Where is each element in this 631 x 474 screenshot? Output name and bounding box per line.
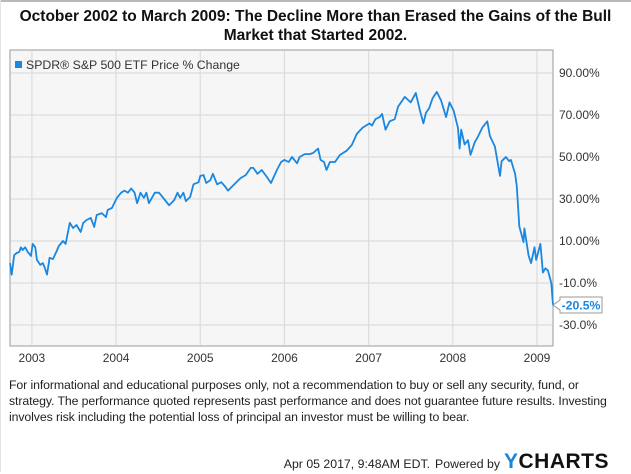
left-border (0, 0, 1, 472)
ycharts-logo-text: CHARTS (518, 450, 609, 473)
chart: 90.00% 70.00% 50.00% 30.00% 10.00% -10.0% -30.… (9, 49, 603, 365)
plot-border (9, 49, 554, 347)
last-value-label: -20.5% (562, 299, 601, 313)
x-tick-label: 2007 (355, 351, 382, 365)
x-tick-label: 2003 (19, 351, 46, 365)
x-axis-labels: 2003 2004 2005 2006 2007 2008 2009 (19, 351, 551, 365)
chart-title-line-2: Market that Started 2002. (223, 27, 408, 44)
x-tick-label: 2006 (271, 351, 298, 365)
grid-horizontal (11, 72, 552, 326)
y-tick-label: 90.00% (559, 66, 600, 80)
disclaimer: For informational and educational purpos… (9, 378, 607, 424)
y-tick-label: -30.0% (559, 318, 597, 332)
last-value-callout: -20.5% (552, 296, 603, 314)
x-tick-label: 2004 (103, 351, 130, 365)
chart-title: October 2002 to March 2009: The Decline … (0, 7, 631, 45)
y-tick-label: 10.00% (559, 234, 600, 248)
y-tick-label: -10.0% (559, 276, 597, 290)
ycharts-logo-y: Y (503, 450, 519, 473)
x-tick-label: 2009 (524, 351, 551, 365)
footer: Apr 05 2017, 9:48AM EDT. Powered by YCHA… (284, 450, 609, 474)
y-tick-label: 50.00% (559, 150, 600, 164)
series-line[interactable] (9, 91, 554, 306)
x-tick-label: 2008 (439, 351, 466, 365)
y-tick-label: 70.00% (559, 108, 600, 122)
y-tick-label: 30.00% (559, 192, 600, 206)
ycharts-logo[interactable]: YCHARTS (504, 450, 609, 474)
y-axis-labels: 90.00% 70.00% 50.00% 30.00% 10.00% -10.0% -30.… (559, 66, 600, 332)
legend-label: SPDR® S&P 500 ETF Price % Change (26, 58, 240, 72)
last-value-box (552, 296, 603, 314)
timestamp: Apr 05 2017, 9:48AM EDT. (283, 457, 431, 471)
legend-swatch (15, 61, 22, 68)
chart-title-line-1: October 2002 to March 2009: The Decline … (19, 8, 612, 25)
plot-area (9, 49, 554, 347)
top-border (0, 0, 631, 2)
legend[interactable]: SPDR® S&P 500 ETF Price % Change (15, 58, 240, 72)
x-tick-label: 2005 (187, 351, 214, 365)
powered-by-label: Powered by (435, 457, 500, 471)
